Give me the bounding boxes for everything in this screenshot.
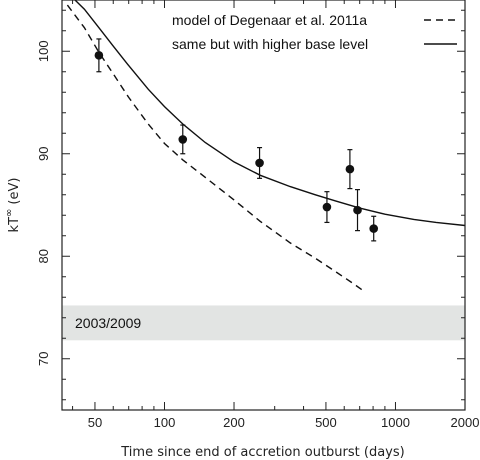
legend-label: model of Degenaar et al. 2011a (172, 12, 367, 28)
band-label: 2003/2009 (75, 315, 141, 331)
data-point (255, 147, 264, 179)
plot-frame (61, 0, 466, 411)
band-layer: 2003/2009 (62, 305, 465, 341)
data-point (369, 215, 379, 242)
x-tick-label: 100 (154, 415, 176, 430)
y-axis-label-unit: (eV) (7, 178, 22, 205)
point-marker (178, 135, 188, 144)
y-axis-label-sup: ∞ (4, 209, 15, 217)
point-marker (369, 224, 379, 233)
y-axis-label: kT∞ (eV) (4, 178, 22, 233)
legend-label: same but with higher base level (172, 36, 368, 52)
x-tick-label: 200 (223, 415, 245, 430)
x-tick-label: 50 (88, 415, 102, 430)
data-point (94, 38, 104, 73)
curve-layer (66, 0, 465, 293)
y-tick-label: 80 (36, 249, 51, 263)
y-axis-label-main: kT (7, 217, 22, 233)
data-point (178, 124, 188, 155)
dashed-model-curve (66, 4, 366, 293)
y-tick-label: 100 (36, 40, 51, 62)
y-tick-label: 90 (36, 147, 51, 161)
x-tick-label: 1000 (381, 415, 410, 430)
data-point (353, 189, 362, 232)
point-marker (353, 205, 362, 215)
x-axis-label: Time since end of accretion outburst (da… (120, 445, 404, 460)
solid-model-curve (74, 0, 465, 227)
x-tick-label: 500 (315, 415, 337, 430)
point-marker (322, 202, 332, 212)
point-marker (345, 164, 355, 174)
legend: model of Degenaar et al. 2011a same but w… (172, 12, 457, 52)
tick-layer: 50 100 200 500 1000 2000 70 80 90 100 (36, 0, 479, 430)
data-point (345, 149, 355, 190)
band-2003-2009 (62, 305, 465, 341)
y-tick-label: 70 (36, 352, 51, 366)
x-tick-label: 2000 (451, 415, 480, 430)
point-layer (94, 38, 379, 242)
data-point (322, 191, 332, 224)
point-marker (94, 51, 104, 60)
point-marker (255, 158, 264, 168)
